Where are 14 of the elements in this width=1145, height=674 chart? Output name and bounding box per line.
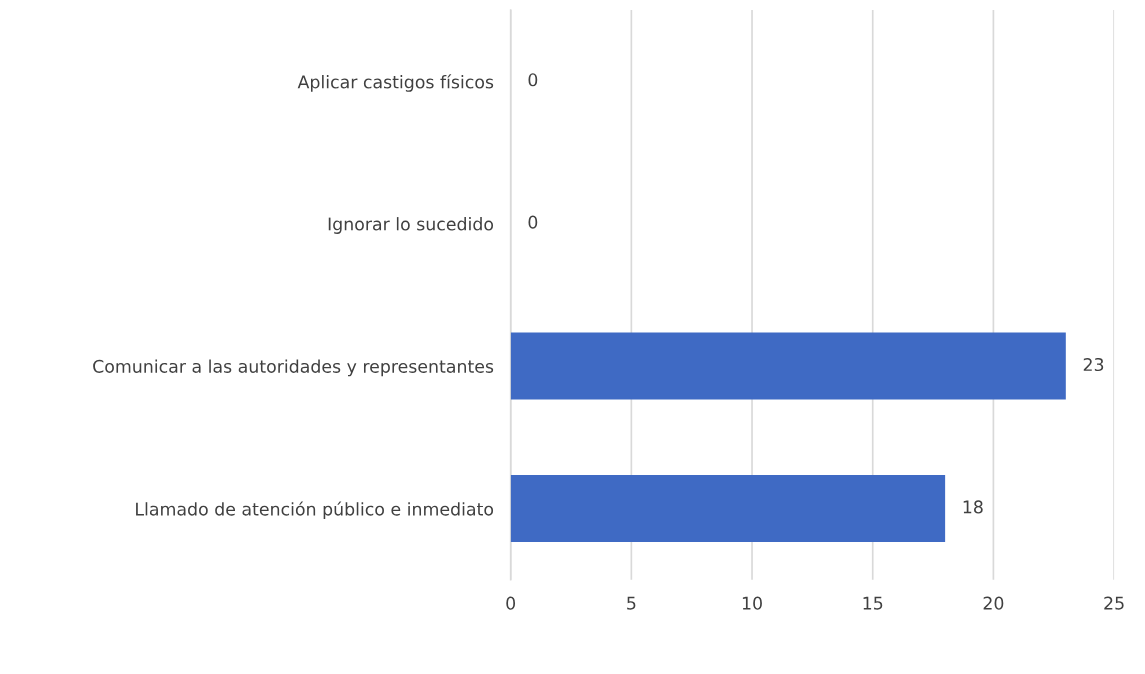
y-tick-label: Llamado de atención público e inmediato: [136, 501, 494, 519]
x-tick-label: 10: [742, 596, 762, 610]
x-tick-label: 15: [863, 596, 883, 610]
data-label: 0: [528, 215, 538, 229]
x-tick-label: 20: [983, 596, 1004, 610]
x-tick-label: 0: [506, 596, 516, 610]
x-tick-label: 25: [1104, 596, 1124, 610]
y-tick-label: Comunicar a las autoridades y representantes: [93, 359, 494, 377]
data-label: 23: [1083, 357, 1104, 372]
data-label: 18: [963, 500, 983, 514]
y-tick-label: Aplicar castigos físicos: [297, 74, 494, 92]
y-tick-label: Ignorar lo sucedido: [328, 217, 494, 234]
x-tick-label: 5: [627, 596, 636, 610]
data-label: 0: [528, 73, 538, 87]
